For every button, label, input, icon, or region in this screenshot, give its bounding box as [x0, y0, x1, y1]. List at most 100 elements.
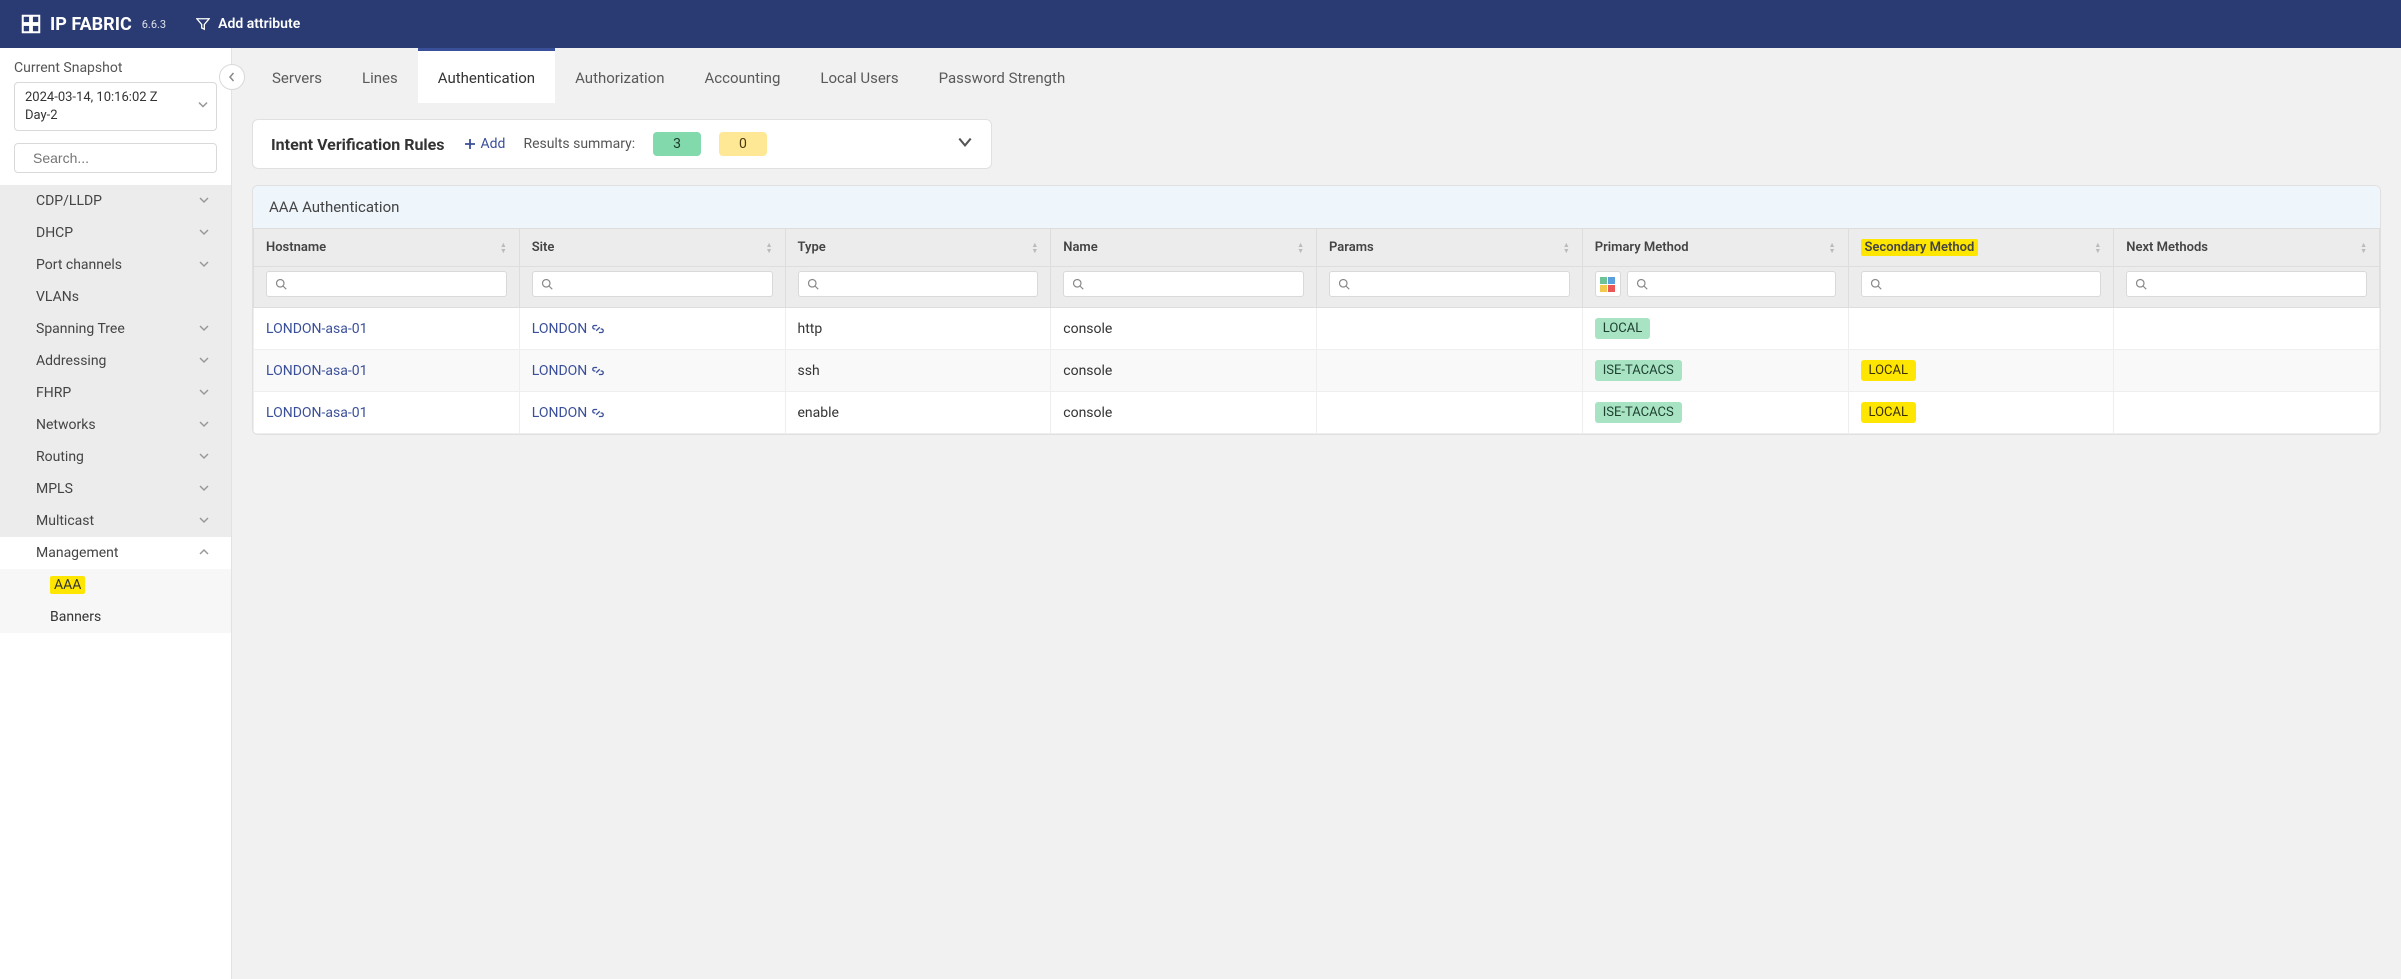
table-body: LONDON-asa-01LONDONhttpconsoleLOCALLONDO… — [254, 308, 2380, 434]
col-primary-method[interactable]: Primary Method▲▼ — [1582, 229, 1848, 267]
hostname-link[interactable]: LONDON-asa-01 — [266, 321, 367, 337]
filter-hostname[interactable] — [266, 271, 507, 297]
filter-name[interactable] — [1063, 271, 1304, 297]
snapshot-line2: Day-2 — [25, 107, 188, 125]
table-row: LONDON-asa-01LONDONhttpconsoleLOCAL — [254, 308, 2380, 350]
site-link[interactable]: LONDON — [532, 405, 588, 421]
sidebar-item-label: Networks — [36, 417, 96, 433]
filter-primary-method[interactable] — [1627, 271, 1836, 297]
sort-icon: ▲▼ — [2094, 242, 2101, 254]
sidebar-subitem-aaa[interactable]: AAA — [0, 569, 231, 601]
sidebar-item[interactable]: Spanning Tree — [0, 313, 231, 345]
sidebar: Current Snapshot 2024-03-14, 10:16:02 Z … — [0, 48, 232, 979]
chevron-down-icon — [199, 515, 209, 528]
intent-add-button[interactable]: Add — [463, 136, 506, 152]
aaa-table: Hostname▲▼ Site▲▼ Type▲▼ Name▲▼ Params▲▼… — [253, 228, 2380, 434]
col-next-methods[interactable]: Next Methods▲▼ — [2114, 229, 2380, 267]
sidebar-item-label: Routing — [36, 449, 84, 465]
col-name[interactable]: Name▲▼ — [1051, 229, 1317, 267]
sidebar-item-management[interactable]: Management — [0, 537, 231, 569]
content-area: Servers Lines Authentication Authorizati… — [232, 48, 2401, 979]
chevron-down-icon — [199, 227, 209, 240]
chevron-down-icon — [957, 134, 973, 150]
tab-accounting[interactable]: Accounting — [685, 48, 801, 103]
cell-next-methods — [2114, 350, 2380, 392]
tab-password-strength[interactable]: Password Strength — [919, 48, 1086, 103]
sidebar-item-label: Management — [36, 545, 118, 561]
sidebar-subitem-banners[interactable]: Banners — [0, 601, 231, 633]
site-link[interactable]: LONDON — [532, 321, 588, 337]
sidebar-item-label: MPLS — [36, 481, 73, 497]
filter-next-methods[interactable] — [2126, 271, 2367, 297]
method-pill: LOCAL — [1861, 360, 1916, 381]
intent-title: Intent Verification Rules — [271, 135, 445, 154]
funnel-icon — [196, 17, 210, 31]
filter-site[interactable] — [532, 271, 773, 297]
plus-icon — [463, 137, 477, 151]
search-icon — [2135, 278, 2147, 290]
chevron-down-icon — [198, 99, 208, 114]
sidebar-item[interactable]: DHCP — [0, 217, 231, 249]
sort-icon: ▲▼ — [766, 242, 773, 254]
hostname-link[interactable]: LONDON-asa-01 — [266, 363, 367, 379]
chevron-down-icon — [199, 483, 209, 496]
tab-authorization[interactable]: Authorization — [555, 48, 684, 103]
sidebar-collapse-button[interactable] — [219, 64, 245, 90]
sidebar-item[interactable]: MPLS — [0, 473, 231, 505]
chevron-down-icon — [199, 323, 209, 336]
hostname-link[interactable]: LONDON-asa-01 — [266, 405, 367, 421]
cell-name: console — [1051, 350, 1317, 392]
sidebar-search[interactable] — [14, 143, 217, 173]
sidebar-item[interactable]: Networks — [0, 409, 231, 441]
chevron-down-icon — [199, 355, 209, 368]
add-attribute-button[interactable]: Add attribute — [196, 16, 300, 32]
brand-logo[interactable]: IP FABRIC 6.6.3 — [20, 13, 166, 35]
sidebar-item-label: Addressing — [36, 353, 106, 369]
sidebar-item[interactable]: VLANs — [0, 281, 231, 313]
sidebar-item[interactable]: CDP/LLDP — [0, 185, 231, 217]
chevron-down-icon — [199, 451, 209, 464]
sort-icon: ▲▼ — [1031, 242, 1038, 254]
sidebar-item-label: DHCP — [36, 225, 73, 241]
filter-secondary-method[interactable] — [1861, 271, 2102, 297]
sort-icon: ▲▼ — [2360, 242, 2367, 254]
filter-type[interactable] — [798, 271, 1039, 297]
site-link[interactable]: LONDON — [532, 363, 588, 379]
link-icon — [591, 322, 605, 336]
chevron-down-icon — [199, 195, 209, 208]
table-header-row: Hostname▲▼ Site▲▼ Type▲▼ Name▲▼ Params▲▼… — [254, 229, 2380, 267]
cell-secondary-method: LOCAL — [1848, 392, 2114, 434]
chevron-up-icon — [199, 547, 209, 560]
tab-authentication[interactable]: Authentication — [418, 48, 555, 103]
search-icon — [1870, 278, 1882, 290]
sidebar-item[interactable]: Routing — [0, 441, 231, 473]
sidebar-subitem-label: AAA — [50, 576, 85, 594]
results-green-count: 3 — [653, 132, 701, 156]
intent-expand-button[interactable] — [957, 134, 973, 154]
col-params[interactable]: Params▲▼ — [1317, 229, 1583, 267]
col-type[interactable]: Type▲▼ — [785, 229, 1051, 267]
col-secondary-method[interactable]: Secondary Method▲▼ — [1848, 229, 2114, 267]
sidebar-item-label: VLANs — [36, 289, 79, 305]
col-hostname[interactable]: Hostname▲▼ — [254, 229, 520, 267]
color-filter-button[interactable] — [1595, 271, 1621, 297]
sidebar-item-label: CDP/LLDP — [36, 193, 102, 209]
chevron-down-icon — [199, 259, 209, 272]
sidebar-item[interactable]: Addressing — [0, 345, 231, 377]
link-icon — [591, 364, 605, 378]
sidebar-item[interactable]: Port channels — [0, 249, 231, 281]
col-site[interactable]: Site▲▼ — [519, 229, 785, 267]
method-pill: LOCAL — [1595, 318, 1650, 339]
intent-panel: Intent Verification Rules Add Results su… — [252, 119, 992, 169]
tab-lines[interactable]: Lines — [342, 48, 418, 103]
sidebar-item[interactable]: FHRP — [0, 377, 231, 409]
sidebar-search-input[interactable] — [33, 150, 214, 166]
tab-servers[interactable]: Servers — [252, 48, 342, 103]
snapshot-select[interactable]: 2024-03-14, 10:16:02 Z Day-2 — [14, 82, 217, 131]
cell-next-methods — [2114, 308, 2380, 350]
tab-local-users[interactable]: Local Users — [800, 48, 918, 103]
sidebar-item[interactable]: Multicast — [0, 505, 231, 537]
search-icon — [1072, 278, 1084, 290]
filter-params[interactable] — [1329, 271, 1570, 297]
sidebar-item-label: Port channels — [36, 257, 122, 273]
